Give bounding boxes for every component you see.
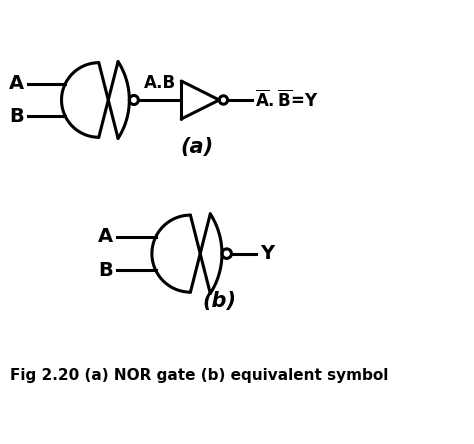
Text: Y: Y: [260, 244, 274, 263]
Text: (b): (b): [203, 291, 237, 311]
Text: A: A: [98, 227, 113, 246]
Text: A: A: [9, 74, 24, 93]
Text: Fig 2.20 (a) NOR gate (b) equivalent symbol: Fig 2.20 (a) NOR gate (b) equivalent sym…: [9, 368, 388, 383]
Text: (a): (a): [181, 138, 214, 158]
Text: $\mathbf{\overline{A}.\overline{B}}$=Y: $\mathbf{\overline{A}.\overline{B}}$=Y: [255, 89, 318, 111]
Text: B: B: [98, 261, 113, 280]
Text: A.B: A.B: [144, 74, 176, 92]
Text: B: B: [9, 107, 24, 126]
